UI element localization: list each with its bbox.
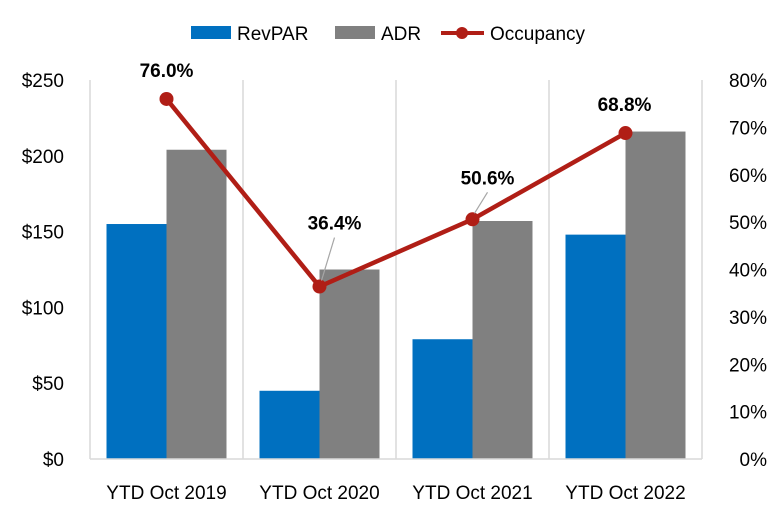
occupancy-point-3	[618, 126, 633, 141]
y-right-tick-label: 10%	[729, 403, 767, 424]
bar-adr-0	[166, 149, 227, 459]
occupancy-data-label-2: 50.6%	[461, 168, 515, 189]
bar-adr-1	[319, 269, 380, 459]
y-right-tick-label: 80%	[729, 71, 767, 92]
x-category-label: YTD Oct 2022	[565, 483, 685, 504]
occupancy-line-layer	[159, 91, 633, 294]
legend-swatch-revpar	[191, 26, 231, 39]
data-label-leader-2	[473, 191, 489, 214]
bar-adr-3	[625, 131, 686, 459]
bar-revpar-1	[259, 390, 320, 459]
occupancy-point-2	[465, 212, 480, 227]
bar-revpar-0	[106, 224, 167, 459]
y-right-tick-label: 30%	[729, 308, 767, 329]
bars-layer	[106, 131, 686, 459]
data-labels-layer: 76.0% 36.4% 50.6% 68.8%	[140, 61, 652, 281]
occupancy-line	[164, 97, 627, 289]
bar-adr-2	[472, 220, 533, 459]
x-category-label: YTD Oct 2019	[106, 483, 226, 504]
axes-layer: $0 $50 $100 $150 $200 $250 0% 10% 20% 30% 40% 50% 60…	[22, 71, 767, 504]
legend-label-occupancy: Occupancy	[490, 24, 586, 45]
plot-grid	[89, 80, 703, 459]
bar-revpar-3	[565, 234, 626, 459]
y-left-tick-label: $0	[43, 450, 64, 471]
legend: RevPAR ADR Occupancy	[191, 24, 586, 45]
occupancy-point-1	[312, 279, 327, 294]
bar-revpar-2	[412, 339, 473, 459]
y-right-tick-label: 70%	[729, 118, 767, 139]
legend-swatch-adr	[335, 26, 375, 39]
legend-label-adr: ADR	[381, 24, 421, 45]
y-left-tick-label: $200	[22, 147, 64, 168]
y-right-tick-label: 20%	[729, 355, 767, 376]
occupancy-data-label-1: 36.4%	[308, 214, 362, 235]
legend-marker-occupancy	[456, 27, 468, 39]
x-category-label: YTD Oct 2020	[259, 483, 379, 504]
y-right-tick-label: 40%	[729, 261, 767, 282]
y-right-tick-label: 60%	[729, 166, 767, 187]
y-right-tick-label: 50%	[729, 213, 767, 234]
y-right-tick-label: 0%	[740, 450, 768, 471]
y-left-tick-label: $150	[22, 223, 64, 244]
legend-label-revpar: RevPAR	[237, 24, 308, 45]
data-label-leader-1	[320, 237, 336, 281]
occupancy-point-0	[159, 91, 174, 106]
y-left-tick-label: $250	[22, 71, 64, 92]
occupancy-data-label-0: 76.0%	[140, 61, 194, 82]
x-category-label: YTD Oct 2021	[412, 483, 532, 504]
occupancy-data-label-3: 68.8%	[598, 95, 652, 116]
y-left-tick-label: $50	[32, 374, 64, 395]
y-left-tick-label: $100	[22, 298, 64, 319]
